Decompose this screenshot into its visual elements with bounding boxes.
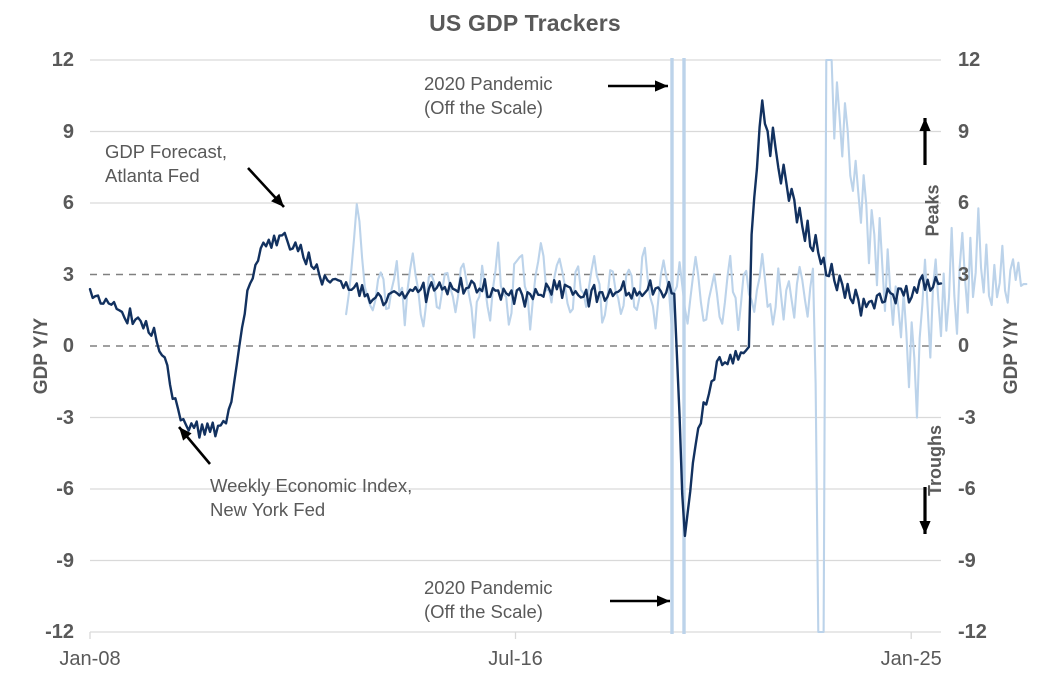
y-tick-right-12: 12: [958, 49, 981, 71]
peaks-arrow: [919, 118, 931, 165]
gdp-forecast-annotation-arrow: [247, 167, 285, 208]
y-tick-left--9: -9: [56, 549, 74, 572]
y-tick-left-3: 3: [62, 263, 74, 286]
y-axis-title-left: GDP Y/Y: [31, 317, 52, 395]
troughs-note: Troughs: [925, 425, 945, 496]
y-tick-right-0: 0: [958, 335, 970, 357]
y-axis-title-right: GDP Y/Y: [1001, 317, 1022, 395]
y-tick-right--12: -12: [958, 621, 987, 643]
y-tick-right--9: -9: [958, 549, 976, 572]
peaks-note: Peaks: [922, 184, 943, 237]
pandemic-bottom-annotation-line1: 2020 Pandemic: [424, 577, 553, 598]
x-tick-jan-25: Jan-25: [880, 648, 942, 670]
pandemic-bottom-annotation: 2020 Pandemic (Off the Scale): [424, 576, 553, 623]
gdp-forecast-annotation: GDP Forecast, Atlanta Fed: [105, 140, 227, 187]
y-tick-left-6: 6: [62, 192, 74, 214]
y-tick-left--6: -6: [56, 478, 74, 500]
wei-annotation-line2: New York Fed: [210, 498, 326, 520]
chart-title: US GDP Trackers: [429, 10, 621, 36]
pandemic-bottom-annotation-arrow: [610, 595, 670, 607]
pandemic-top-annotation-line2: (Off the Scale): [424, 96, 543, 118]
y-tick-right-6: 6: [958, 192, 970, 214]
troughs-arrow: [919, 487, 931, 534]
wei-annotation: Weekly Economic Index, New York Fed: [210, 474, 412, 521]
gdp-forecast-annotation-line1: GDP Forecast,: [105, 141, 228, 162]
y-tick-left--3: -3: [56, 406, 74, 429]
y-tick-right--6: -6: [958, 478, 976, 500]
y-tick-left--12: -12: [45, 621, 74, 643]
pandemic-top-annotation-line1: 2020 Pandemic: [424, 73, 553, 94]
pandemic-top-annotation-arrow: [608, 80, 668, 92]
wei-annotation-line1: Weekly Economic Index,: [210, 475, 413, 496]
wei-annotation-arrow: [178, 426, 211, 465]
x-tick-jan-08: Jan-08: [59, 648, 121, 670]
y-tick-left-0: 0: [62, 335, 74, 357]
pandemic-top-annotation: 2020 Pandemic (Off the Scale): [424, 72, 553, 119]
gdp-forecast-annotation-line2: Atlanta Fed: [105, 164, 200, 186]
series-line-weekly-economic-index-new-york-fed: [88, 99, 943, 538]
x-tick-jul-16: Jul-16: [488, 648, 543, 670]
y-tick-right--3: -3: [958, 406, 976, 429]
pandemic-bottom-annotation-line2: (Off the Scale): [424, 600, 543, 622]
y-tick-right-9: 9: [958, 120, 970, 143]
y-tick-right-3: 3: [958, 263, 970, 286]
y-tick-left-12: 12: [51, 49, 74, 71]
y-tick-left-9: 9: [62, 120, 74, 143]
